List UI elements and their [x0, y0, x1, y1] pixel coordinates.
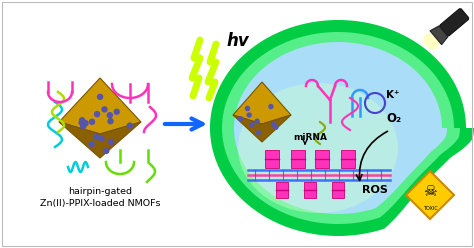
Polygon shape [332, 182, 344, 198]
Polygon shape [304, 182, 316, 198]
Circle shape [255, 119, 259, 123]
Text: K⁺: K⁺ [386, 90, 400, 100]
Text: TOXIC: TOXIC [423, 206, 438, 211]
Circle shape [107, 113, 112, 118]
Circle shape [238, 117, 242, 121]
Polygon shape [222, 32, 460, 224]
Polygon shape [265, 150, 279, 168]
Polygon shape [341, 150, 355, 168]
Circle shape [114, 109, 119, 114]
Circle shape [250, 123, 254, 127]
Polygon shape [276, 182, 288, 198]
Text: O₂: O₂ [386, 112, 401, 124]
Polygon shape [233, 82, 291, 124]
FancyBboxPatch shape [440, 9, 469, 36]
Circle shape [83, 121, 88, 126]
Polygon shape [233, 115, 291, 142]
Circle shape [90, 119, 94, 124]
Polygon shape [430, 26, 448, 45]
Circle shape [102, 107, 107, 112]
Polygon shape [291, 150, 305, 168]
Circle shape [94, 134, 99, 139]
Text: ROS: ROS [362, 185, 388, 195]
Polygon shape [59, 78, 141, 134]
Circle shape [274, 125, 278, 129]
Ellipse shape [238, 83, 398, 213]
Circle shape [98, 94, 102, 99]
Polygon shape [234, 42, 447, 214]
Circle shape [81, 124, 86, 129]
Text: ☠: ☠ [423, 185, 437, 199]
Ellipse shape [423, 33, 439, 50]
Circle shape [256, 130, 261, 134]
Circle shape [108, 119, 113, 124]
Circle shape [128, 123, 132, 128]
Circle shape [99, 136, 104, 141]
Text: miRNA: miRNA [293, 133, 327, 143]
Circle shape [94, 112, 100, 117]
Circle shape [247, 113, 251, 117]
Circle shape [246, 106, 249, 110]
Polygon shape [315, 150, 329, 168]
Text: hv: hv [226, 32, 249, 50]
Circle shape [109, 139, 114, 144]
Circle shape [79, 120, 84, 125]
Polygon shape [59, 122, 141, 158]
Circle shape [104, 148, 109, 154]
Circle shape [80, 118, 85, 123]
Text: hairpin-gated: hairpin-gated [68, 187, 132, 196]
Polygon shape [210, 20, 474, 236]
Text: Zn(II)-PPIX-loaded NMOFs: Zn(II)-PPIX-loaded NMOFs [40, 199, 160, 208]
Circle shape [272, 123, 276, 126]
Circle shape [89, 142, 94, 147]
Circle shape [269, 105, 273, 109]
Polygon shape [406, 171, 454, 219]
